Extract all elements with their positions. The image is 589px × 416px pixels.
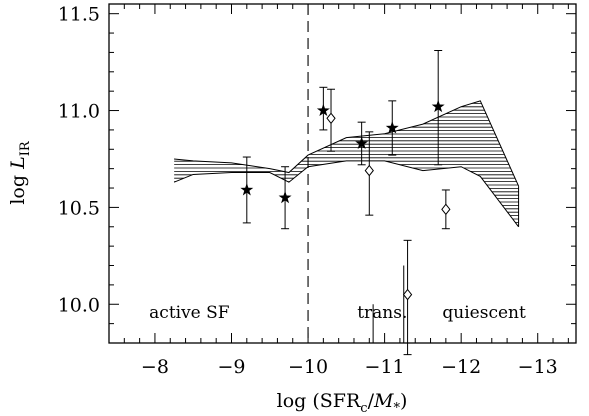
- region-labels: active SF trans. quiescent: [149, 303, 526, 323]
- star-marker: [385, 121, 399, 134]
- diamond-marker: [326, 112, 336, 125]
- x-axis-label-italic: M: [373, 390, 394, 412]
- upper-limit-layer: [372, 265, 405, 343]
- diamond-marker: [364, 164, 374, 177]
- x-axis-label-mid: /: [368, 390, 375, 412]
- star-marker: [240, 183, 254, 196]
- x-tick-label: −9: [217, 356, 245, 378]
- band-upper-edge: [174, 100, 520, 187]
- x-axis-label-sub2: *: [393, 401, 400, 416]
- region-label: trans.: [357, 303, 407, 323]
- region-label: active SF: [149, 303, 230, 323]
- star-marker: [431, 99, 445, 113]
- region-label: quiescent: [442, 303, 526, 323]
- diamond-marker: [402, 288, 413, 301]
- x-tick-label: −11: [365, 356, 405, 378]
- x-tick-label: −8: [141, 356, 169, 378]
- star-marker: [355, 136, 369, 149]
- x-tick-label: −12: [441, 356, 481, 378]
- x-axis-label-prefix: log (SFR: [277, 390, 361, 412]
- star-marker: [316, 103, 330, 117]
- axis-ticks: [108, 4, 576, 344]
- band-lower-edge: [173, 160, 519, 228]
- data-points: [240, 49, 451, 356]
- y-axis-label-prefix: log: [7, 169, 29, 205]
- y-tick-label: 11.5: [58, 4, 100, 26]
- shaded-band: [173, 100, 520, 228]
- y-axis-label-italic: L: [7, 156, 29, 170]
- plot-frame: [108, 3, 577, 344]
- diamond-marker: [441, 203, 451, 216]
- x-axis-label-sub1: c: [360, 401, 367, 416]
- x-axis-label: log (SFRc/M*): [277, 390, 408, 416]
- y-tick-label: 11.0: [58, 101, 100, 123]
- star-marker: [278, 190, 292, 204]
- x-tick-label: −13: [518, 356, 558, 378]
- y-axis-label-sub: IR: [18, 140, 33, 156]
- x-axis-label-suffix: ): [400, 390, 407, 412]
- y-tick-label: 10.5: [58, 197, 100, 219]
- y-axis-label: log LIR: [7, 140, 33, 204]
- x-tick-label: −10: [288, 356, 328, 378]
- y-tick-label: 10.0: [58, 294, 100, 316]
- tick-labels: −8 −9 −10 −11 −12 −13 10.0 10.5 11.0 11.5: [58, 4, 558, 378]
